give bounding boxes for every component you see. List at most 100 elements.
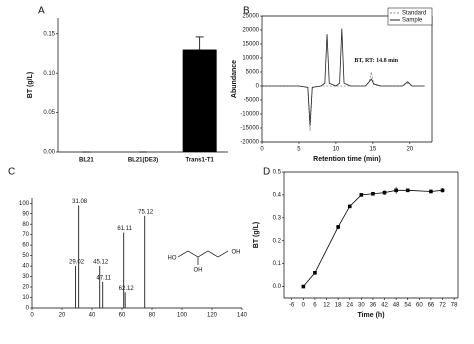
x-axis-label: Retention time (min) [313,156,381,163]
x-tick-label: 60 [119,313,126,319]
series-line [262,71,425,131]
atom-label: HO [168,256,177,262]
y-tick-label: 0 [256,84,260,90]
y-tick-label: 80 [22,222,29,228]
bar [182,49,217,152]
y-tick-label: 0.5 [273,170,282,176]
peak-label: 47.11 [96,275,111,281]
x-tick-label: 24 [346,303,353,309]
y-tick-label: 0.3 [273,215,282,221]
marker [382,190,387,195]
x-tick-label: 36 [370,303,377,309]
y-tick-label: 0.2 [273,238,282,244]
y-tick-label: -20000 [240,140,259,146]
y-tick-label: 0.15 [43,31,55,37]
x-tick-label: 0 [302,303,306,309]
peak-label: 45.12 [93,260,109,266]
x-tick-label: 72 [439,303,446,309]
x-tick-label: 18 [335,303,342,309]
x-tick-label: 78 [451,303,458,309]
y-tick-label: 100 [19,201,30,207]
x-tick-label: -6 [289,303,295,309]
y-tick-label: 0.00 [43,150,55,156]
y-tick-label: 10 [22,295,29,301]
x-tick-label: 60 [416,303,423,309]
marker [394,188,398,193]
y-axis-label: Abundance [231,60,238,98]
x-tick-label: 80 [149,313,156,319]
x-tick-label: 0 [30,313,34,319]
y-tick-label: 90 [22,211,29,217]
x-tick-label: 140 [237,313,248,319]
y-tick-label: -15000 [240,126,259,132]
marker [301,284,306,289]
y-axis-label: BT (g/L) [27,72,34,98]
y-tick-label: 60 [22,243,29,249]
y-tick-label: 20 [22,285,29,291]
x-tick-label: 48 [393,303,400,309]
x-tick-label: 30 [358,303,365,309]
legend-label: Standard [402,11,426,17]
x-tick-label: 20 [406,147,413,153]
y-axis-label: BT (g/L) [253,222,260,248]
panel-label: B [243,6,250,17]
y-tick-label: 40 [22,264,29,270]
marker [313,271,317,275]
legend-box [387,7,433,26]
y-tick-label: 70 [22,232,29,238]
annotation: BT, RT: 14.8 min [354,58,398,64]
legend-label: Sample [402,18,423,24]
peak-label: 75.12 [138,209,154,215]
series-line [262,28,425,126]
peak-label: 29.02 [69,260,85,266]
atom-label: OH [232,250,241,256]
structure [177,250,229,265]
marker [440,188,445,193]
y-tick-label: -5000 [244,98,260,104]
y-tick-label: 25000 [242,14,259,20]
y-tick-label: 20000 [242,28,259,34]
panel-label: C [8,167,15,178]
x-tick-label: 10 [333,147,340,153]
atom-label: OH [194,268,203,274]
y-tick-label: 0.10 [43,71,55,77]
x-tick-label: 66 [428,303,435,309]
panel-label: D [263,167,270,178]
x-tick-label: 20 [59,313,66,319]
x-tick-label: Trans1-T1 [185,158,214,164]
y-tick-label: 10000 [242,56,259,62]
marker [429,189,433,194]
y-tick-label: 0 [26,306,30,312]
x-tick-label: 40 [89,313,96,319]
x-tick-label: 6 [313,303,317,309]
x-tick-label: 54 [404,303,411,309]
peak-label: 61.11 [117,226,132,232]
x-axis-label: Time (h) [357,312,384,319]
panel-label: A [38,6,45,17]
marker [336,225,340,229]
peak-label: 31.08 [72,199,88,205]
marker [371,191,375,196]
y-tick-label: 0.1 [273,261,282,267]
y-tick-label: 15000 [242,42,259,48]
peak-label: 62.12 [119,286,135,292]
y-tick-label: 50 [22,253,29,259]
x-tick-label: 42 [381,303,388,309]
y-tick-label: 0.05 [43,110,55,116]
x-tick-label: 120 [207,313,218,319]
x-tick-label: BL21(DE3) [128,158,158,164]
marker [347,204,352,209]
marker [359,193,364,197]
y-tick-label: -10000 [240,112,259,118]
y-tick-label: 0.0 [273,284,282,290]
marker [405,188,410,193]
x-tick-label: 0 [260,147,264,153]
y-tick-label: 30 [22,274,29,280]
series-line [303,189,443,287]
x-tick-label: 100 [177,313,188,319]
x-tick-label: 12 [323,303,330,309]
x-tick-label: 5 [297,147,301,153]
x-tick-label: 15 [370,147,377,153]
y-tick-label: 5000 [246,70,260,76]
